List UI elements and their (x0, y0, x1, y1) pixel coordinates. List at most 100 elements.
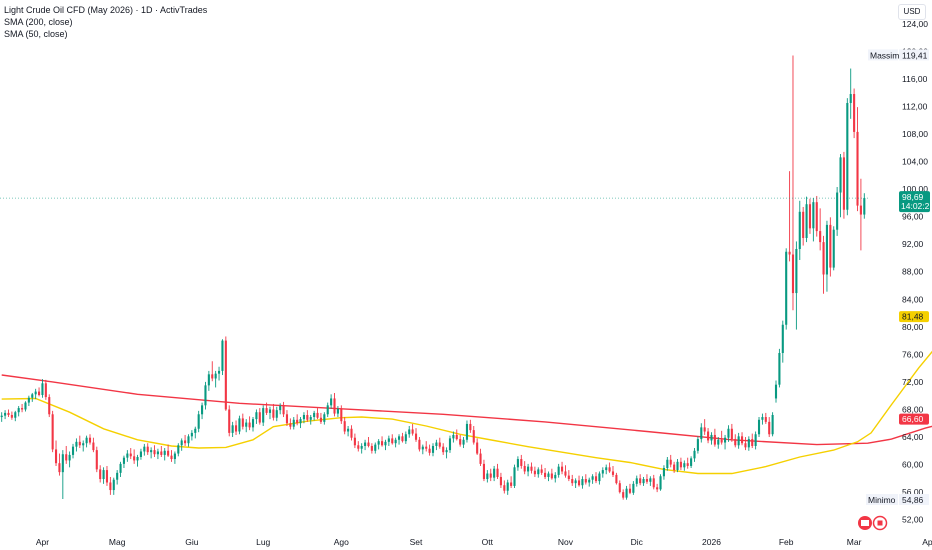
candle (302, 412, 306, 424)
candle (330, 394, 333, 409)
candle (370, 443, 373, 454)
candle-body (686, 463, 689, 466)
candle (258, 408, 261, 425)
candle-body (727, 428, 730, 438)
candle-body (615, 474, 618, 484)
candle (88, 434, 92, 445)
candle (41, 379, 44, 398)
candle-body (527, 466, 530, 472)
candle-body (720, 439, 723, 443)
candle (268, 406, 272, 420)
candle (669, 454, 672, 468)
candle (863, 193, 866, 219)
candle (150, 447, 153, 459)
x-tick-label: Nov (558, 537, 574, 547)
candle-body (550, 473, 553, 479)
candle (153, 445, 156, 457)
candle (608, 462, 611, 473)
candle-body (313, 412, 316, 418)
candle (75, 438, 78, 452)
candle (836, 187, 839, 236)
candle (173, 451, 176, 464)
candle-body (231, 425, 234, 433)
candle (299, 417, 302, 429)
candle-body (819, 231, 822, 243)
candle-body (611, 471, 615, 475)
candle-body (207, 374, 210, 386)
candle-body (221, 340, 224, 371)
x-tick-label: 2026 (702, 537, 721, 547)
candle (428, 444, 431, 456)
candle-body (859, 205, 862, 215)
candle-body (836, 192, 839, 230)
candle (24, 401, 27, 412)
candle (394, 437, 397, 448)
candle-body (177, 445, 180, 454)
candle (696, 436, 699, 454)
candle (27, 395, 30, 407)
candle-body (459, 439, 462, 445)
candle-body (768, 421, 771, 435)
candle (448, 435, 452, 453)
candle (683, 460, 686, 471)
candle (204, 381, 207, 410)
candle (414, 428, 418, 442)
candle-body (618, 483, 621, 493)
candle (228, 405, 231, 437)
candle-body (180, 440, 183, 446)
candle-body (652, 478, 655, 488)
candle-body (336, 408, 339, 414)
candle-body (170, 455, 173, 460)
candle-body (574, 480, 577, 484)
candle-body (829, 224, 832, 268)
candle-body (771, 414, 774, 435)
candle (676, 459, 679, 473)
candle (527, 463, 530, 477)
candle (795, 241, 798, 330)
candle-body (425, 446, 428, 449)
candle-body (0, 415, 3, 418)
candle-body (734, 439, 737, 446)
candle-body (88, 437, 92, 443)
candle (825, 220, 828, 292)
y-tick-label: 108,00 (902, 129, 928, 139)
candle (14, 410, 17, 422)
candle (51, 410, 54, 453)
currency-unit-button[interactable]: USD (898, 4, 926, 20)
candle-body (377, 441, 380, 445)
candle-body (21, 408, 24, 410)
y-tick-label: 96,00 (902, 212, 924, 222)
candle (353, 433, 356, 449)
candle (839, 153, 842, 218)
legend-sma200[interactable]: SMA (200, close) (4, 17, 73, 27)
price-axis[interactable]: 52,00 56,00 60,00 64,00 68,00 72,00 76,00 80,00… (902, 19, 928, 525)
candle-body (832, 229, 835, 268)
candle (605, 464, 608, 475)
candle-body (540, 469, 543, 473)
candle-body (805, 204, 808, 238)
legend-sma50[interactable]: SMA (50, close) (4, 29, 68, 39)
candle (764, 412, 767, 424)
candle (102, 467, 105, 484)
candle-body (622, 492, 625, 498)
y-tick-label: 116,00 (902, 74, 928, 84)
max-label-bg (868, 49, 898, 61)
candle (44, 379, 47, 400)
candle (231, 421, 234, 438)
candle (577, 475, 581, 487)
candle-body (577, 480, 581, 486)
candle-body (774, 384, 778, 399)
candle (272, 403, 275, 421)
candle-body (353, 437, 356, 446)
candle-body (703, 427, 706, 432)
candle (187, 434, 190, 447)
candle (65, 445, 68, 464)
candle (584, 474, 587, 485)
candle-body (319, 417, 322, 422)
tradingview-logo-icon[interactable] (858, 515, 888, 531)
candle (411, 423, 414, 436)
time-axis[interactable]: Apr Mag Giu Lug Ago Set Ott Nov Dic 2026 Feb Mar Apr (36, 537, 932, 547)
candle-body (808, 204, 812, 229)
candle (530, 462, 533, 474)
